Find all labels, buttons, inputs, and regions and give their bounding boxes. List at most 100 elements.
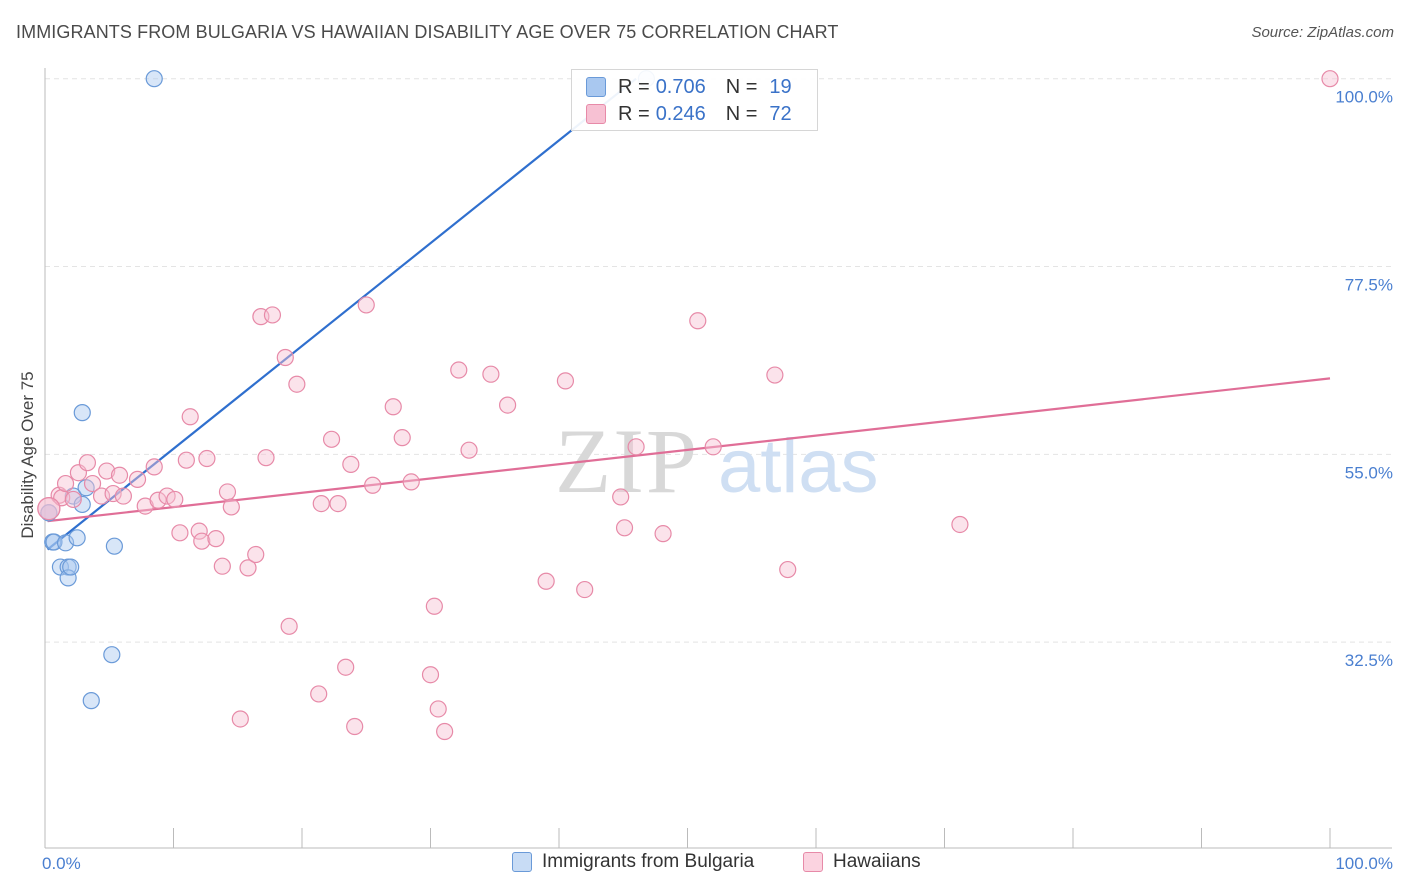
hawaiians-point (110, 466, 129, 484)
hawaiians-point (64, 490, 82, 509)
hawaiians-point (312, 495, 330, 513)
bulgaria-trend-line (46, 77, 637, 551)
points-layer (37, 70, 1339, 741)
tick-layer: 32.5% 55.0% 77.5% 100.0% 0.0% 100.0% (42, 88, 1393, 873)
bulgaria-swatch-icon (586, 77, 606, 97)
hawaiians-point (393, 429, 411, 447)
source-label: Source: ZipAtlas.com (1251, 24, 1394, 41)
series-legend: Immigrants from Bulgaria Hawaiians (0, 851, 1406, 879)
hawaiians-point (56, 474, 75, 493)
hawaiians-point (364, 476, 382, 494)
hawaiians-point (213, 557, 231, 575)
hawaiians-point (482, 365, 500, 383)
hawaiians-point (239, 559, 257, 577)
bulgaria-point (105, 537, 123, 555)
legend-item-hawaiians[interactable]: Hawaiians (803, 851, 921, 873)
hawaiians-point (231, 710, 249, 728)
hawaiians-point (329, 495, 347, 513)
hawaiians-point (288, 375, 306, 393)
hawaiians-point (83, 474, 102, 493)
legend-item-bulgaria[interactable]: Immigrants from Bulgaria (512, 851, 754, 873)
hawaiians-point (280, 617, 298, 635)
bulgaria-point (103, 646, 121, 664)
bulgaria-point (82, 692, 100, 710)
bulgaria-point (68, 529, 86, 547)
hawaiians-point (98, 462, 116, 480)
hawaiians-point (576, 580, 594, 599)
x-tick-label: 0.0% (42, 854, 81, 873)
hawaiians-point (78, 454, 97, 472)
hawaiians-point (450, 361, 468, 379)
grid-layer (45, 78, 1392, 643)
hawaiians-point (310, 685, 328, 703)
hawaiians-point (704, 438, 722, 456)
hawaiians-point (425, 597, 443, 615)
hawaiians-point (149, 491, 167, 509)
hawaiians-point (181, 408, 199, 426)
r-label: R = (618, 75, 650, 98)
hawaiians-point (1321, 70, 1339, 88)
hawaiians-point (556, 372, 575, 390)
hawaiians-point (429, 700, 447, 718)
hawaiians-point (357, 296, 375, 314)
hawaiians-point (615, 519, 634, 537)
n-value: 72 (769, 102, 792, 125)
legend-row-hawaiians: R = 0.246 N = 72 (586, 102, 792, 126)
bulgaria-point (145, 70, 163, 88)
hawaiians-point (177, 451, 195, 469)
hawaiians-point (145, 458, 163, 476)
hawaiians-point (337, 658, 355, 676)
hawaiians-point (166, 490, 184, 509)
r-label: R = (618, 102, 650, 125)
hawaiians-point (276, 348, 294, 367)
hawaiians-point (654, 525, 672, 543)
n-label: N = (725, 75, 758, 98)
hawaiians-point (766, 366, 784, 384)
bulgaria-point (40, 504, 58, 522)
hawaiians-point (218, 483, 237, 501)
hawaiians-point (37, 497, 61, 521)
bulgaria-point (73, 495, 91, 514)
hawaiians-point (384, 398, 402, 416)
axes-layer (44, 68, 1392, 849)
n-value: 19 (769, 75, 792, 98)
y-tick-label: 77.5% (1345, 276, 1393, 295)
watermark: ZIP atlas (555, 410, 879, 512)
r-value: 0.246 (655, 102, 706, 125)
hawaiians-legend-icon (803, 852, 823, 872)
stats-legend: R = 0.706 N = 19 R = 0.246 N = 72 (571, 69, 818, 131)
hawaiians-point (257, 449, 275, 467)
hawaiians-point (322, 430, 341, 448)
hawaiians-point (612, 488, 630, 506)
hawaiians-point (193, 532, 211, 550)
hawaiians-point (207, 530, 225, 548)
hawaiians-swatch-icon (586, 104, 606, 124)
hawaiians-point (460, 441, 478, 459)
y-axis-label: Disability Age Over 75 (18, 371, 37, 538)
bulgaria-point (59, 569, 77, 587)
hawaiians-point (342, 455, 360, 473)
n-label: N = (725, 102, 758, 125)
bulgaria-legend-icon (512, 852, 532, 872)
hawaiians-point (171, 524, 189, 542)
hawaiians-point (247, 545, 265, 564)
y-tick-label: 32.5% (1345, 651, 1393, 670)
bulgaria-point (73, 404, 91, 422)
legend-label: Hawaiians (833, 851, 921, 872)
hawaiians-point (421, 666, 440, 684)
r-value: 0.706 (655, 75, 706, 98)
hawaiians-point (402, 473, 420, 491)
hawaiians-point (263, 306, 282, 324)
hawaiians-point (537, 572, 555, 590)
hawaiians-point (114, 487, 132, 505)
hawaiians-trend-line (47, 377, 1331, 523)
hawaiians-point (198, 449, 216, 468)
hawaiians-point (104, 484, 122, 503)
hawaiians-point (436, 722, 454, 741)
hawaiians-point (222, 498, 240, 516)
trend-layer (46, 77, 1331, 551)
hawaiians-point (689, 312, 707, 330)
legend-label: Immigrants from Bulgaria (542, 851, 755, 872)
x-tick-label: 100.0% (1335, 854, 1393, 873)
